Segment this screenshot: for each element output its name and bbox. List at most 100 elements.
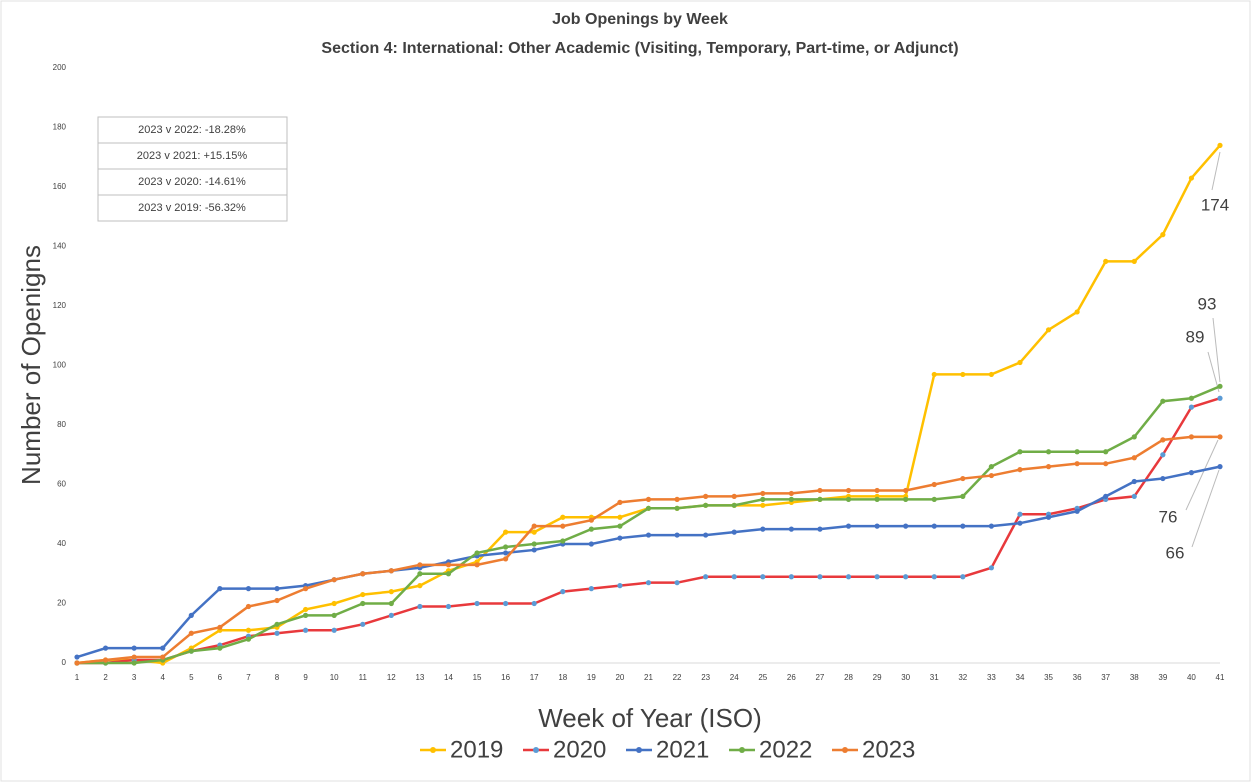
point: [1103, 449, 1109, 455]
point: [274, 621, 280, 627]
point: [303, 586, 309, 592]
point: [1188, 470, 1195, 476]
x-tick-label: 7: [246, 673, 251, 682]
point: [1017, 467, 1023, 473]
point: [817, 526, 823, 532]
point: [874, 487, 880, 494]
point: [1217, 142, 1223, 148]
annotation: 66: [1166, 543, 1185, 562]
point: [417, 583, 423, 589]
point: [617, 583, 623, 589]
point: [1103, 461, 1109, 467]
point: [1045, 327, 1052, 333]
y-tick-label: 180: [53, 123, 67, 132]
point: [188, 630, 194, 636]
legend-label: 2021: [656, 736, 709, 763]
point: [503, 529, 509, 535]
point: [503, 550, 509, 556]
legend-marker: [636, 747, 642, 753]
point: [988, 523, 995, 529]
x-tick-label: 8: [275, 673, 280, 682]
comparison-text: 2023 v 2022: -18.28%: [138, 124, 246, 136]
x-tick-label: 36: [1073, 673, 1082, 682]
point: [731, 574, 737, 580]
point: [331, 600, 337, 607]
point: [1131, 258, 1137, 264]
point: [217, 624, 223, 630]
comparison-box: [97, 116, 288, 144]
point: [960, 523, 966, 529]
y-tick-label: 100: [53, 361, 67, 370]
point: [131, 654, 137, 660]
point: [588, 541, 594, 547]
point: [588, 517, 594, 523]
y-tick-label: 80: [57, 420, 66, 429]
point: [531, 600, 537, 607]
y-tick-label: 40: [57, 539, 66, 548]
point: [217, 586, 223, 592]
point: [903, 574, 909, 580]
x-tick-label: 15: [473, 673, 482, 682]
x-tick-label: 4: [160, 673, 165, 682]
point: [1160, 452, 1166, 458]
point: [160, 645, 166, 651]
x-tick-label: 21: [644, 673, 653, 682]
y-tick-label: 140: [53, 242, 67, 251]
point: [1131, 478, 1137, 485]
point: [588, 526, 594, 532]
point: [788, 490, 794, 497]
point: [845, 496, 852, 502]
point: [474, 562, 480, 568]
point: [931, 574, 937, 580]
chart-title: Job Openings by Week: [552, 11, 728, 28]
x-tick-label: 27: [815, 673, 824, 682]
point: [388, 600, 394, 607]
legend-marker: [533, 747, 539, 753]
point: [588, 586, 594, 592]
y-tick-label: 200: [53, 63, 67, 72]
leader-lines: [1185, 151, 1221, 548]
point: [1217, 434, 1223, 440]
legend-label: 2019: [450, 736, 503, 763]
x-tick-label: 17: [530, 673, 539, 682]
point: [360, 600, 366, 607]
point: [417, 603, 423, 610]
x-tick-label: 10: [330, 673, 339, 682]
point: [1045, 464, 1052, 470]
point: [331, 627, 337, 633]
point: [1160, 437, 1166, 443]
point: [1045, 514, 1052, 520]
point: [874, 496, 880, 502]
point: [703, 493, 709, 499]
point: [245, 586, 252, 592]
point: [1074, 309, 1080, 315]
point: [817, 496, 823, 502]
point: [845, 523, 852, 529]
x-tick-label: 34: [1016, 673, 1025, 682]
annotation: 89: [1186, 327, 1205, 346]
point: [960, 574, 966, 580]
point: [74, 654, 80, 660]
point: [931, 523, 937, 529]
point: [731, 502, 737, 508]
point: [102, 645, 109, 651]
point: [617, 514, 623, 520]
point: [560, 538, 566, 544]
point: [160, 654, 166, 660]
x-tick-label: 3: [132, 673, 137, 682]
point: [245, 627, 252, 633]
x-tick-label: 1: [75, 673, 80, 682]
point: [817, 487, 823, 494]
point: [245, 603, 252, 610]
point: [1188, 404, 1195, 410]
comparison-text: 2023 v 2021: +15.15%: [137, 150, 248, 162]
point: [1017, 359, 1023, 366]
legend-marker: [842, 747, 848, 753]
point: [645, 496, 652, 502]
legend-marker: [430, 747, 436, 753]
point: [445, 562, 452, 568]
point: [960, 493, 966, 499]
point: [360, 621, 366, 627]
comparison-box: [97, 194, 288, 222]
x-tick-label: 31: [930, 673, 939, 682]
